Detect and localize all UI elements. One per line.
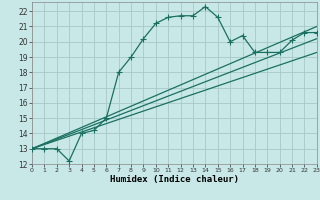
X-axis label: Humidex (Indice chaleur): Humidex (Indice chaleur) [110, 175, 239, 184]
